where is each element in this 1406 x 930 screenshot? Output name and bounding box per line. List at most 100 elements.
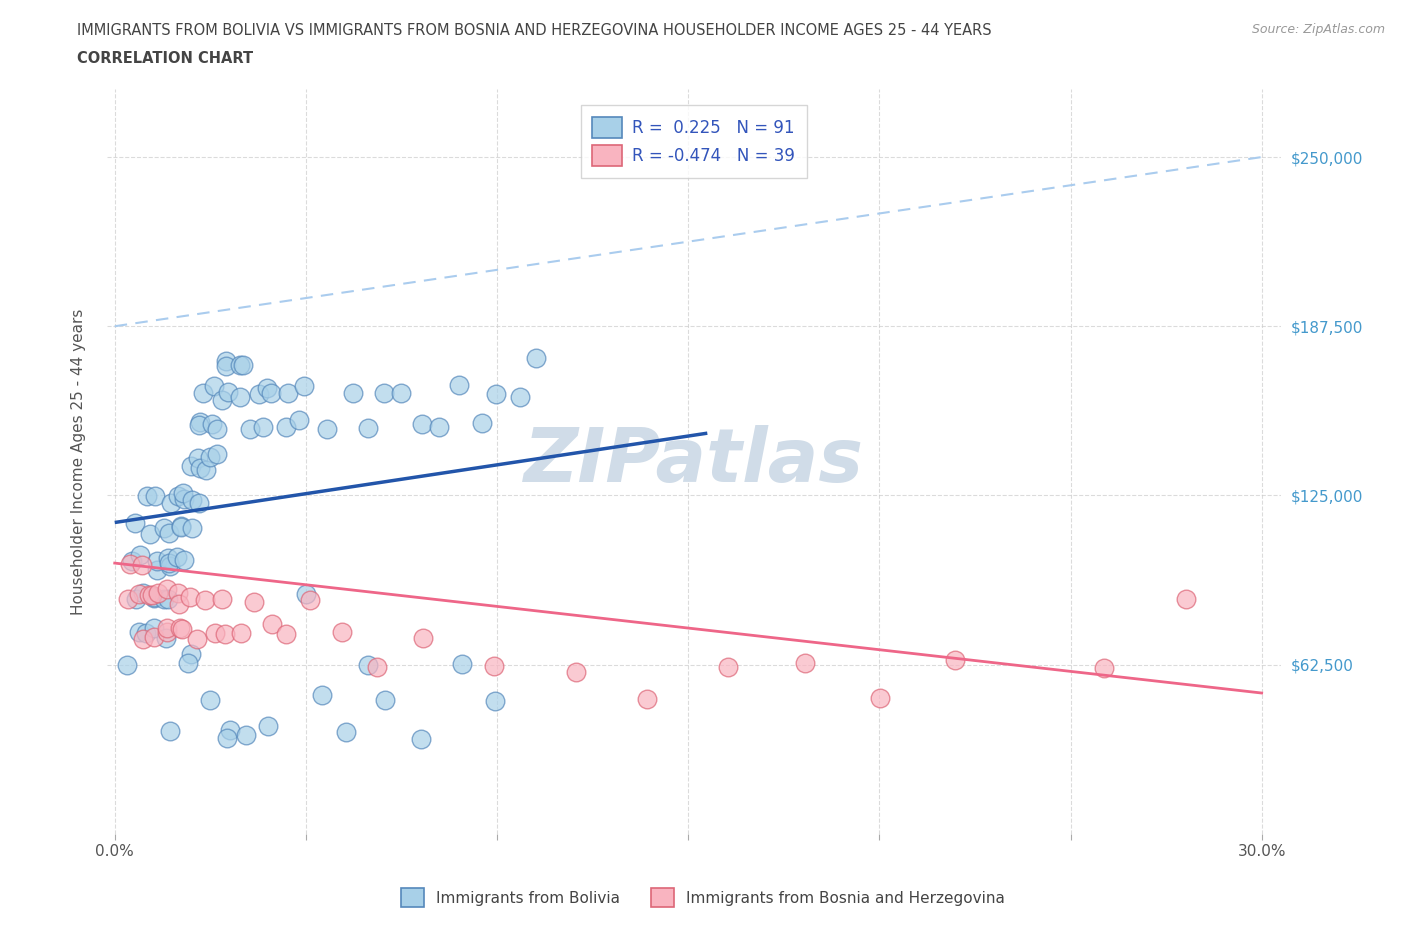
Point bbox=[247, 387, 270, 402]
Point bbox=[198, 693, 221, 708]
Point bbox=[869, 690, 891, 705]
Point bbox=[231, 626, 253, 641]
Point bbox=[131, 558, 153, 573]
Point bbox=[180, 646, 202, 661]
Point bbox=[214, 353, 236, 368]
Point bbox=[1175, 591, 1198, 606]
Point bbox=[156, 551, 179, 565]
Point bbox=[177, 656, 200, 671]
Point bbox=[342, 385, 364, 400]
Point bbox=[170, 520, 193, 535]
Point bbox=[142, 590, 165, 604]
Point bbox=[409, 731, 432, 746]
Point bbox=[215, 359, 238, 374]
Point bbox=[451, 657, 474, 671]
Point bbox=[205, 446, 228, 461]
Point bbox=[389, 386, 412, 401]
Point bbox=[187, 451, 209, 466]
Point bbox=[1094, 660, 1116, 675]
Point bbox=[943, 652, 966, 667]
Point bbox=[143, 488, 166, 503]
Point bbox=[124, 515, 146, 530]
Point bbox=[153, 521, 176, 536]
Point bbox=[207, 421, 229, 436]
Point bbox=[295, 587, 318, 602]
Point bbox=[170, 519, 193, 534]
Point bbox=[204, 625, 226, 640]
Point bbox=[243, 594, 266, 609]
Text: ZIPatlas: ZIPatlas bbox=[524, 425, 863, 498]
Point bbox=[232, 357, 254, 372]
Point bbox=[179, 590, 201, 604]
Point bbox=[169, 621, 191, 636]
Point bbox=[139, 527, 162, 542]
Point bbox=[412, 631, 434, 645]
Point bbox=[166, 550, 188, 565]
Point bbox=[153, 591, 176, 606]
Point bbox=[172, 485, 194, 500]
Point bbox=[219, 723, 242, 737]
Point bbox=[157, 556, 180, 571]
Point bbox=[298, 592, 321, 607]
Point bbox=[142, 620, 165, 635]
Point bbox=[167, 597, 190, 612]
Point bbox=[115, 658, 138, 672]
Point bbox=[129, 548, 152, 563]
Point bbox=[217, 385, 239, 400]
Point bbox=[485, 387, 508, 402]
Point bbox=[181, 493, 204, 508]
Point bbox=[145, 563, 167, 578]
Point bbox=[228, 390, 250, 405]
Point bbox=[374, 693, 396, 708]
Text: CORRELATION CHART: CORRELATION CHART bbox=[77, 51, 253, 66]
Point bbox=[214, 627, 236, 642]
Point bbox=[186, 631, 208, 646]
Point bbox=[276, 627, 298, 642]
Point bbox=[717, 659, 740, 674]
Point bbox=[155, 624, 177, 639]
Point bbox=[128, 587, 150, 602]
Point bbox=[128, 624, 150, 639]
Point bbox=[262, 617, 284, 631]
Point bbox=[447, 378, 470, 392]
Point bbox=[311, 687, 333, 702]
Point bbox=[193, 385, 215, 400]
Point bbox=[315, 421, 337, 436]
Point bbox=[188, 414, 211, 429]
Legend: R =  0.225   N = 91, R = -0.474   N = 39: R = 0.225 N = 91, R = -0.474 N = 39 bbox=[581, 105, 807, 178]
Point bbox=[173, 552, 195, 567]
Point bbox=[194, 462, 217, 477]
Point bbox=[471, 416, 494, 431]
Point bbox=[252, 419, 274, 434]
Point bbox=[180, 458, 202, 473]
Point bbox=[142, 630, 165, 644]
Point bbox=[118, 557, 141, 572]
Point bbox=[373, 386, 395, 401]
Point bbox=[235, 727, 257, 742]
Point bbox=[257, 718, 280, 733]
Point bbox=[181, 521, 204, 536]
Point bbox=[167, 488, 190, 503]
Point bbox=[636, 692, 658, 707]
Point bbox=[167, 586, 190, 601]
Point bbox=[157, 525, 180, 540]
Point bbox=[159, 724, 181, 738]
Point bbox=[160, 496, 183, 511]
Point bbox=[145, 553, 167, 568]
Point bbox=[256, 380, 278, 395]
Point bbox=[411, 416, 433, 431]
Point bbox=[565, 665, 588, 680]
Point bbox=[188, 460, 211, 475]
Point bbox=[188, 418, 211, 432]
Point bbox=[215, 731, 238, 746]
Point bbox=[229, 357, 252, 372]
Y-axis label: Householder Income Ages 25 - 44 years: Householder Income Ages 25 - 44 years bbox=[72, 309, 86, 615]
Point bbox=[138, 588, 160, 603]
Legend: Immigrants from Bolivia, Immigrants from Bosnia and Herzegovina: Immigrants from Bolivia, Immigrants from… bbox=[395, 883, 1011, 913]
Point bbox=[159, 559, 181, 574]
Text: Source: ZipAtlas.com: Source: ZipAtlas.com bbox=[1251, 23, 1385, 36]
Point bbox=[211, 591, 233, 606]
Point bbox=[156, 581, 179, 596]
Point bbox=[141, 588, 163, 603]
Point bbox=[142, 591, 165, 605]
